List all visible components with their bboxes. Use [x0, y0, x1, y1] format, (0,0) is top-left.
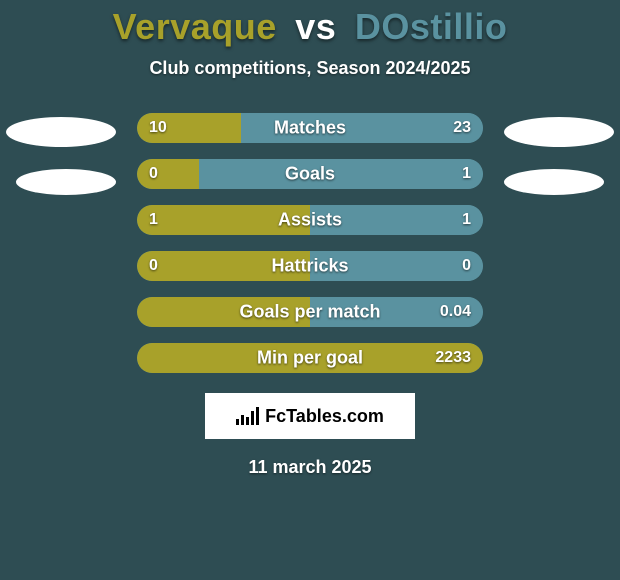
stat-value-left: 0 [149, 165, 158, 183]
stat-value-right: 2233 [435, 349, 471, 367]
team-oval-left-1 [6, 117, 116, 147]
bar-fill-right [199, 159, 483, 189]
stat-label: Goals per match [239, 302, 380, 323]
chart-icon [236, 407, 259, 425]
stat-value-left: 0 [149, 257, 158, 275]
team-oval-right-2 [504, 169, 604, 195]
stat-label: Min per goal [257, 348, 363, 369]
player2-name: DOstillio [355, 6, 508, 47]
date-text: 11 march 2025 [248, 457, 371, 478]
stat-bar: 1 1 Assists [137, 205, 483, 235]
stat-bar: 0 0 Hattricks [137, 251, 483, 281]
stat-label: Goals [285, 164, 335, 185]
stat-bar: 2233 Min per goal [137, 343, 483, 373]
page-title: Vervaque vs DOstillio [113, 6, 508, 48]
vs-text: vs [295, 6, 336, 47]
player1-name: Vervaque [113, 6, 277, 47]
stat-bar: 0 1 Goals [137, 159, 483, 189]
stat-bars: 10 23 Matches 0 1 Goals 1 1 Assists 0 0 Hattricks 0.… [137, 113, 483, 373]
stat-label: Assists [278, 210, 342, 231]
logo: FcTables.com [236, 406, 384, 427]
stat-value-right: 1 [462, 211, 471, 229]
subtitle: Club competitions, Season 2024/2025 [149, 58, 470, 79]
stats-area: 10 23 Matches 0 1 Goals 1 1 Assists 0 0 Hattricks 0.… [0, 113, 620, 373]
team-oval-left-2 [16, 169, 116, 195]
stat-bar: 0.04 Goals per match [137, 297, 483, 327]
stat-value-right: 0 [462, 257, 471, 275]
logo-text: FcTables.com [265, 406, 384, 427]
stat-value-left: 10 [149, 119, 167, 137]
stat-value-right: 1 [462, 165, 471, 183]
stat-bar: 10 23 Matches [137, 113, 483, 143]
logo-box: FcTables.com [205, 393, 415, 439]
bar-fill-left [137, 159, 199, 189]
stat-value-right: 0.04 [440, 303, 471, 321]
team-oval-right-1 [504, 117, 614, 147]
comparison-card: Vervaque vs DOstillio Club competitions,… [0, 0, 620, 580]
stat-value-left: 1 [149, 211, 158, 229]
stat-value-right: 23 [453, 119, 471, 137]
stat-label: Matches [274, 118, 346, 139]
stat-label: Hattricks [271, 256, 348, 277]
